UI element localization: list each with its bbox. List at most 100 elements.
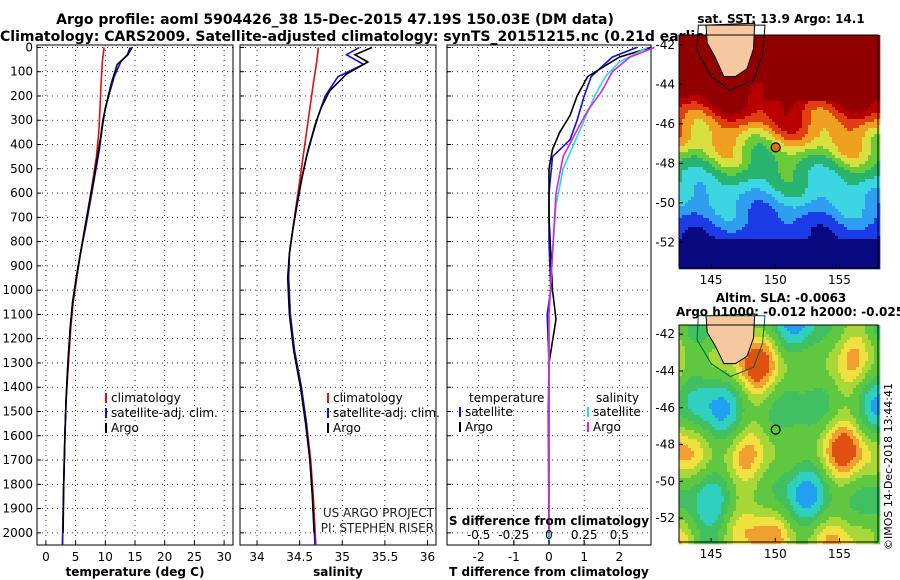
x-tick-label: -1 xyxy=(508,550,520,564)
x-axis-label: salinity xyxy=(313,565,363,579)
depth-tick-label: 1300 xyxy=(2,356,33,370)
depth-tick-label: 1100 xyxy=(2,307,33,321)
temperature-legend-label: Argo xyxy=(111,421,139,435)
map-lat-label: -42 xyxy=(655,327,675,341)
secondary-tick-label: -0.25 xyxy=(498,528,529,542)
depth-tick-label: 1200 xyxy=(2,332,33,346)
map-lat-label: -48 xyxy=(655,438,675,452)
salinity-legend-label: Argo xyxy=(333,421,361,435)
map-lon-label: 155 xyxy=(828,547,851,561)
sla-map xyxy=(678,313,881,545)
secondary-tick-label: 0 xyxy=(545,528,553,542)
sst-map-title: sat. SST: 13.9 Argo: 14.1 xyxy=(697,12,865,26)
map-lat-label: -50 xyxy=(655,196,675,210)
depth-tick-label: 1600 xyxy=(2,429,33,443)
map-lat-label: -44 xyxy=(655,77,675,91)
sst-map xyxy=(678,22,881,270)
series-line-satellite xyxy=(548,46,648,545)
map-frame xyxy=(678,324,879,543)
depth-tick-label: 500 xyxy=(10,162,33,176)
secondary-tick-label: 0.5 xyxy=(610,528,629,542)
depth-tick-label: 1800 xyxy=(2,477,33,491)
secondary-axis-label: S difference from climatology xyxy=(449,514,649,528)
temperature-diff-legend-label: Argo xyxy=(465,420,493,434)
x-tick-label: 20 xyxy=(157,550,172,564)
depth-tick-label: 200 xyxy=(10,89,33,103)
shelf-contour xyxy=(696,24,766,91)
x-axis-label: T difference from climatology xyxy=(449,565,649,579)
map-lat-label: -46 xyxy=(655,401,675,415)
map-lon-label: 150 xyxy=(764,273,787,287)
imos-watermark: ©IMOS 14-Dec-2018 13:44:41 xyxy=(882,383,895,550)
x-tick-label: 35 xyxy=(335,550,350,564)
plot-title-line1: Argo profile: aoml 5904426_38 15-Dec-201… xyxy=(56,12,614,28)
argo-position-marker xyxy=(770,142,781,153)
depth-tick-label: 1000 xyxy=(2,283,33,297)
map-lat-label: -46 xyxy=(655,117,675,131)
map-lon-label: 145 xyxy=(700,273,723,287)
series-line-argo xyxy=(548,46,652,533)
depth-tick-label: 0 xyxy=(25,40,33,54)
salinity-diff-legend-label: Argo xyxy=(593,420,621,434)
x-tick-label: 34 xyxy=(249,550,264,564)
temperature-legend-label: satellite-adj. clim. xyxy=(111,406,218,420)
x-axis-label: temperature (deg C) xyxy=(66,565,205,579)
map-lat-label: -50 xyxy=(655,474,675,488)
series-line-satellite-adj--clim- xyxy=(61,47,131,546)
map-lat-label: -52 xyxy=(655,511,675,525)
series-line-climatology xyxy=(287,47,320,546)
x-tick-label: 35.5 xyxy=(372,550,399,564)
tasmania-landmass xyxy=(705,22,756,77)
temperature-diff-legend-label: satellite xyxy=(465,405,513,419)
x-tick-label: 0 xyxy=(545,550,553,564)
x-tick-label: 10 xyxy=(98,550,113,564)
series-line-argo xyxy=(286,46,373,533)
series-line-argo xyxy=(62,47,133,533)
argo-position-marker xyxy=(770,424,781,435)
salinity-legend-label: satellite-adj. clim. xyxy=(333,406,440,420)
depth-tick-label: 900 xyxy=(10,259,33,273)
x-tick-label: 1 xyxy=(580,550,588,564)
temperature-diff-legend-heading: temperature xyxy=(469,391,544,405)
depth-tick-label: 800 xyxy=(10,235,33,249)
x-tick-label: 5 xyxy=(72,550,80,564)
tasmania-landmass xyxy=(705,313,756,365)
depth-tick-label: 100 xyxy=(10,65,33,79)
project-annotation: PI: STEPHEN RISER xyxy=(321,521,434,535)
salinity-diff-legend-heading: salinity xyxy=(596,391,639,405)
temperature-legend-label: climatology xyxy=(111,391,181,405)
depth-tick-label: 400 xyxy=(10,138,33,152)
x-tick-label: 36 xyxy=(420,550,435,564)
depth-tick-label: 700 xyxy=(10,210,33,224)
x-tick-label: 15 xyxy=(127,550,142,564)
plot-title-line2: Climatology: CARS2009. Satellite-adjuste… xyxy=(0,29,718,45)
salinity-legend-label: climatology xyxy=(333,391,403,405)
panel-frame xyxy=(239,44,437,546)
project-annotation: US ARGO PROJECT xyxy=(323,506,435,520)
secondary-tick-label: -0.5 xyxy=(467,528,490,542)
sla-map-title-line2: Argo h1000: -0.012 h2000: -0.025 xyxy=(676,305,900,319)
depth-tick-label: 1900 xyxy=(2,502,33,516)
series-line-argo xyxy=(548,46,655,533)
map-lat-label: -48 xyxy=(655,156,675,170)
map-lon-label: 145 xyxy=(700,547,723,561)
x-tick-label: 25 xyxy=(187,550,202,564)
series-line-satellite xyxy=(546,46,638,546)
depth-tick-label: 1700 xyxy=(2,453,33,467)
depth-tick-label: 600 xyxy=(10,186,33,200)
x-tick-label: -2 xyxy=(473,550,485,564)
map-frame xyxy=(678,34,879,269)
depth-tick-label: 2000 xyxy=(2,526,33,540)
depth-tick-label: 1500 xyxy=(2,405,33,419)
shelf-contour xyxy=(696,315,766,378)
map-lon-label: 150 xyxy=(764,547,787,561)
secondary-tick-label: 0.25 xyxy=(571,528,598,542)
map-lat-label: -52 xyxy=(655,235,675,249)
map-lat-label: -42 xyxy=(655,38,675,52)
series-line-climatology xyxy=(61,47,105,546)
x-tick-label: 0 xyxy=(42,550,50,564)
x-tick-label: 2 xyxy=(616,550,624,564)
map-lat-label: -44 xyxy=(655,364,675,378)
x-tick-label: 34.5 xyxy=(286,550,313,564)
